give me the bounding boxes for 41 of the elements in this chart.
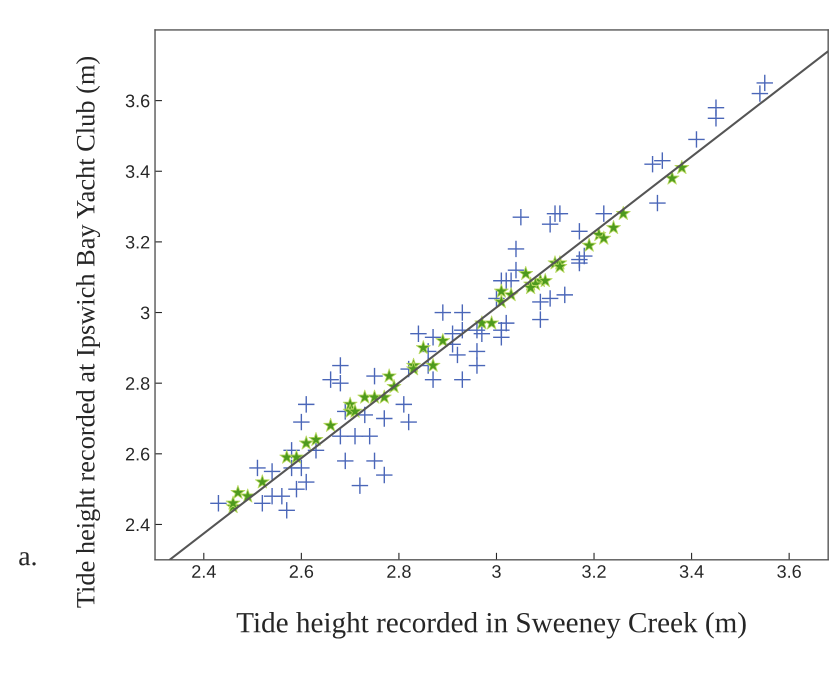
y-tick-label: 3.6 <box>126 94 150 108</box>
point <box>230 484 246 499</box>
point <box>552 258 568 273</box>
point <box>538 273 553 288</box>
point <box>606 220 621 234</box>
point <box>348 404 362 418</box>
x-tick-label: 2.6 <box>290 565 314 578</box>
y-axis-title: Tide height recorded at Ipswich Bay Yacht Club (m) <box>76 56 100 608</box>
point <box>582 238 596 252</box>
point <box>426 358 440 372</box>
point <box>382 368 397 382</box>
text: a. <box>19 552 36 566</box>
x-tick-label: 3.6 <box>777 565 801 578</box>
point <box>323 418 338 432</box>
y-tick-label: 2.4 <box>126 518 150 532</box>
point <box>289 450 304 464</box>
y-tick-label: 3.4 <box>126 165 150 178</box>
x-tick-label: 2.4 <box>192 565 216 578</box>
x-axis-title: Tide height recorded in Sweeney Creek (m) <box>236 612 746 639</box>
point <box>523 280 538 294</box>
point <box>596 230 612 245</box>
point <box>308 432 324 446</box>
y-tick-label: 3 <box>140 306 150 320</box>
point <box>435 333 450 348</box>
point <box>494 284 509 298</box>
point <box>279 450 294 464</box>
point <box>518 266 534 280</box>
x-tick-label: 3.4 <box>680 565 704 578</box>
point <box>254 474 270 488</box>
point <box>416 340 431 354</box>
x-tick-label: 3.2 <box>582 565 606 578</box>
point <box>298 436 314 450</box>
y-tick-label: 2.6 <box>126 448 150 461</box>
x-tick-label: 3 <box>492 565 501 578</box>
y-tick-label: 2.8 <box>126 377 150 390</box>
point <box>484 315 499 330</box>
point <box>664 170 680 185</box>
point <box>226 496 240 510</box>
point <box>357 390 372 404</box>
y-tick-label: 3.2 <box>126 236 150 249</box>
x-tick-label: 2.8 <box>387 565 411 578</box>
